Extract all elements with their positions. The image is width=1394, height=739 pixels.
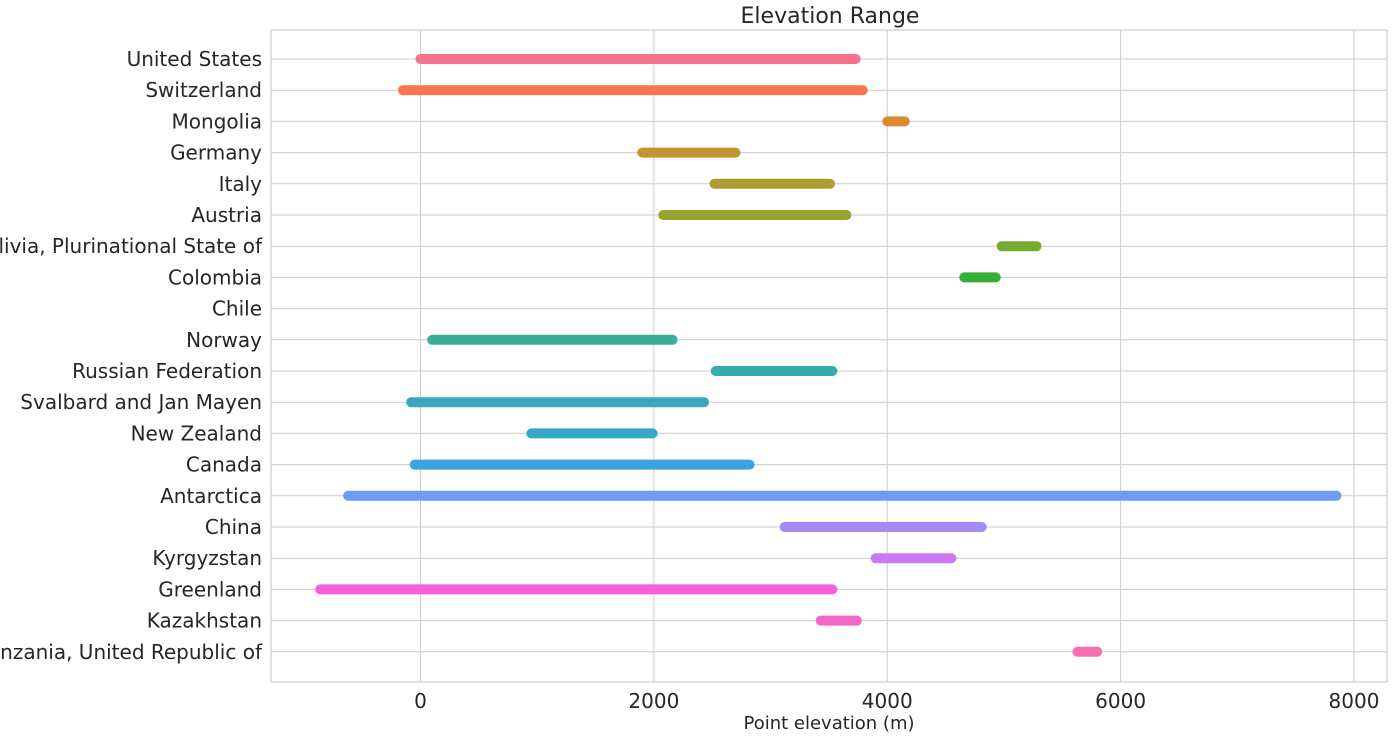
x-tick-label: 8000	[1329, 689, 1380, 713]
plot-frame	[270, 29, 1388, 683]
y-tick-label: China	[205, 515, 262, 539]
y-tick-label: United States	[127, 47, 262, 71]
chart-grid	[271, 30, 1387, 682]
x-tick-label: 2000	[628, 689, 679, 713]
x-tick-label: 6000	[1095, 689, 1146, 713]
y-tick-label: Germany	[170, 141, 262, 165]
x-tick-label: 4000	[862, 689, 913, 713]
chart-bars	[315, 54, 1342, 657]
x-axis-label: Point elevation (m)	[743, 713, 914, 734]
y-tick-label: New Zealand	[131, 421, 262, 445]
x-axis-ticks: 0 2000 4000 6000 8000	[414, 689, 1379, 713]
y-tick-label: Colombia	[168, 265, 262, 289]
y-tick-label: Bolivia, Plurinational State of	[0, 234, 263, 258]
y-tick-label: Chile	[212, 297, 262, 321]
y-tick-label: Antarctica	[160, 484, 262, 508]
y-tick-label: Austria	[191, 203, 262, 227]
x-tick-label: 0	[414, 689, 427, 713]
chart-title: Elevation Range	[741, 4, 920, 29]
y-tick-label: Tanzania, United Republic of	[0, 640, 263, 664]
y-tick-label: Kyrgyzstan	[152, 546, 262, 570]
y-tick-label: Kazakhstan	[147, 609, 262, 633]
y-tick-label: Switzerland	[145, 78, 262, 102]
y-tick-label: Greenland	[158, 577, 262, 601]
y-axis-ticks: United States Switzerland Mongolia Germany I…	[0, 47, 263, 664]
y-tick-label: Norway	[186, 328, 262, 352]
y-tick-label: Russian Federation	[72, 359, 262, 383]
y-tick-label: Italy	[219, 172, 263, 196]
y-tick-label: Canada	[186, 453, 262, 477]
y-tick-label: Mongolia	[172, 109, 262, 133]
y-tick-label: Svalbard and Jan Mayen	[20, 390, 262, 414]
